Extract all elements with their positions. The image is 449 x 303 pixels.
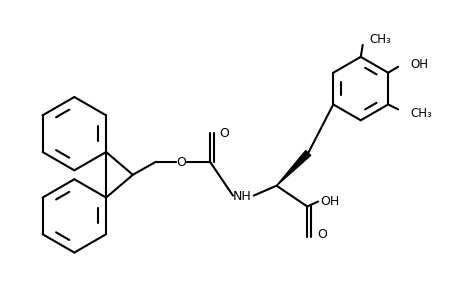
- Text: OH: OH: [410, 58, 428, 71]
- Polygon shape: [277, 151, 311, 186]
- Text: OH: OH: [320, 195, 339, 208]
- Text: O: O: [176, 156, 186, 169]
- Text: CH₃: CH₃: [370, 32, 392, 45]
- Text: O: O: [219, 127, 229, 140]
- Text: CH₃: CH₃: [410, 107, 432, 120]
- Text: O: O: [317, 228, 327, 241]
- Text: NH: NH: [233, 190, 251, 203]
